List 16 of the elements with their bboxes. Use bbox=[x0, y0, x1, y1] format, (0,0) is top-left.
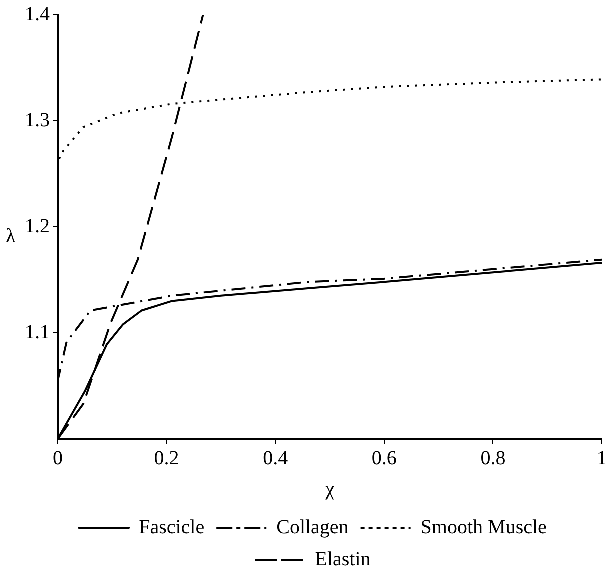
x-tick-label: 0.2 bbox=[154, 447, 180, 470]
x-tick-label: 1 bbox=[597, 447, 607, 470]
legend-label: Fascicle bbox=[139, 516, 205, 538]
x-tick-label: 0.8 bbox=[480, 447, 506, 470]
y-tick-label: 1.4 bbox=[25, 3, 50, 26]
x-tick-label: 0.6 bbox=[372, 447, 397, 470]
x-axis-title: χ bbox=[324, 478, 335, 500]
y-axis-title: λ bbox=[6, 225, 16, 248]
legend-label: Elastin bbox=[315, 548, 371, 570]
legend-label: Smooth Muscle bbox=[420, 516, 548, 538]
x-tick-label: 0 bbox=[53, 447, 63, 470]
x-tick-label: 0.4 bbox=[263, 447, 288, 470]
y-tick-label: 1.2 bbox=[25, 215, 50, 238]
y-tick-label: 1.1 bbox=[25, 321, 50, 344]
legend-label: Collagen bbox=[276, 516, 349, 538]
y-tick-label: 1.3 bbox=[25, 109, 50, 132]
